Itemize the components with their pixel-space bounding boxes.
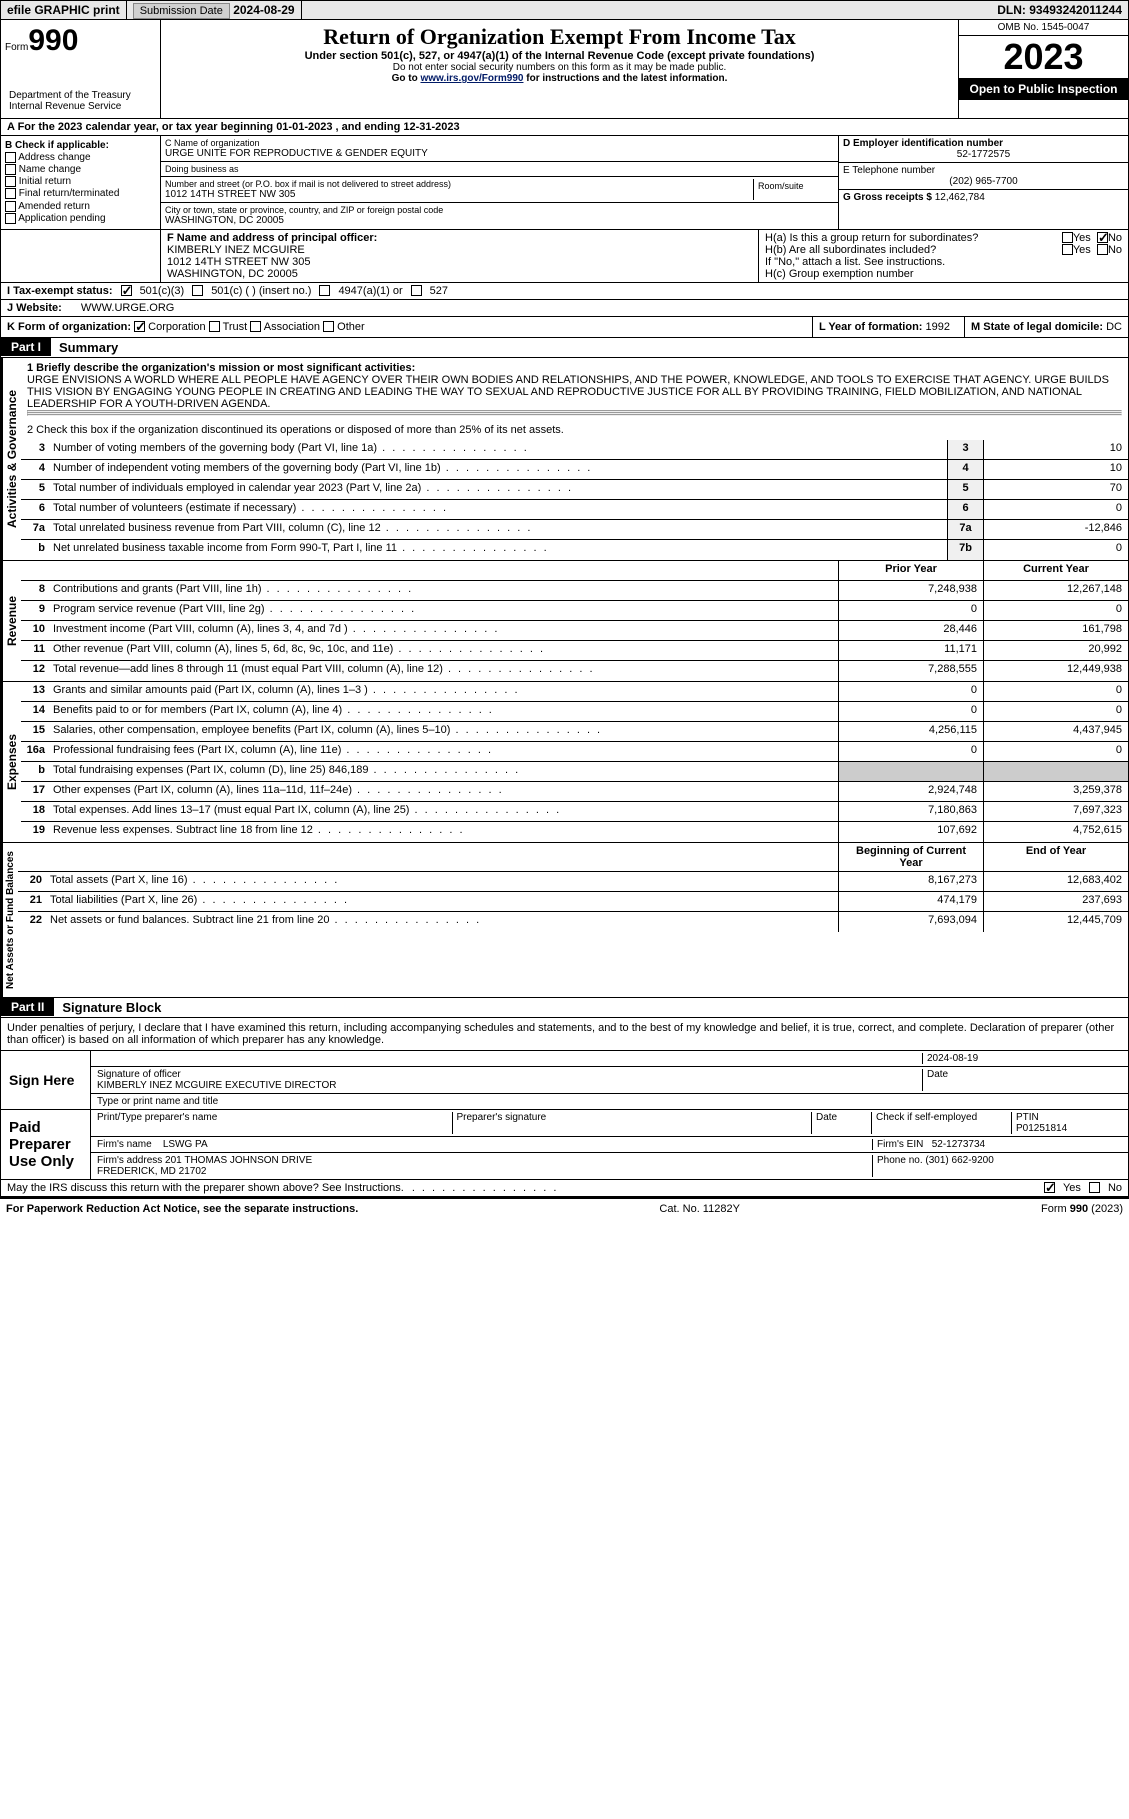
table-row: 18 Total expenses. Add lines 13–17 (must… [21,802,1128,822]
paid-preparer-block: Paid Preparer Use Only Print/Type prepar… [0,1110,1129,1180]
table-row: b Net unrelated business taxable income … [21,540,1128,560]
table-row: 9 Program service revenue (Part VIII, li… [21,601,1128,621]
table-row: 4 Number of independent voting members o… [21,460,1128,480]
form-title: Return of Organization Exempt From Incom… [165,24,954,50]
netassets-block: Net Assets or Fund Balances Beginning of… [0,843,1129,998]
tax-exempt-status: I Tax-exempt status: 501(c)(3) 501(c) ( … [0,283,1129,300]
revenue-block: Revenue Prior Year Current Year 8 Contri… [0,561,1129,682]
table-row: 14 Benefits paid to or for members (Part… [21,702,1128,722]
part1-header: Part I Summary [0,338,1129,358]
title-box: Return of Organization Exempt From Incom… [161,20,958,118]
page-footer: For Paperwork Reduction Act Notice, see … [0,1197,1129,1219]
table-row: 10 Investment income (Part VIII, column … [21,621,1128,641]
k-l-m-row: K Form of organization: Corporation Trus… [0,317,1129,338]
table-row: b Total fundraising expenses (Part IX, c… [21,762,1128,782]
table-row: 6 Total number of volunteers (estimate i… [21,500,1128,520]
table-row: 3 Number of voting members of the govern… [21,440,1128,460]
table-row: 16a Professional fundraising fees (Part … [21,742,1128,762]
table-row: 17 Other expenses (Part IX, column (A), … [21,782,1128,802]
table-row: 7a Total unrelated business revenue from… [21,520,1128,540]
name-address: C Name of organization URGE UNITE FOR RE… [161,136,838,229]
check-if-applicable: B Check if applicable: Address change Na… [1,136,161,229]
table-row: 22 Net assets or fund balances. Subtract… [18,912,1128,932]
submission-date: Submission Date 2024-08-29 [127,1,302,19]
entity-info: B Check if applicable: Address change Na… [0,136,1129,230]
efile-label: efile GRAPHIC print [1,1,127,19]
table-row: 21 Total liabilities (Part X, line 26) 4… [18,892,1128,912]
part2-header: Part II Signature Block [0,998,1129,1018]
ein-phone: D Employer identification number 52-1772… [838,136,1128,229]
table-row: 13 Grants and similar amounts paid (Part… [21,682,1128,702]
table-row: 15 Salaries, other compensation, employe… [21,722,1128,742]
perjury-statement: Under penalties of perjury, I declare th… [0,1018,1129,1051]
form-number-box: Form990 Department of the Treasury Inter… [1,20,161,118]
form-header: Form990 Department of the Treasury Inter… [0,20,1129,119]
section-a: A For the 2023 calendar year, or tax yea… [0,119,1129,136]
website-row: J Website: WWW.URGE.ORG [0,300,1129,317]
governance-block: Activities & Governance 1 Briefly descri… [0,358,1129,561]
table-row: 12 Total revenue—add lines 8 through 11 … [21,661,1128,681]
top-bar: efile GRAPHIC print Submission Date 2024… [0,0,1129,20]
expenses-block: Expenses 13 Grants and similar amounts p… [0,682,1129,843]
dln: DLN: 93493242011244 [991,1,1128,19]
table-row: 11 Other revenue (Part VIII, column (A),… [21,641,1128,661]
sign-here-block: Sign Here 2024-08-19 Signature of office… [0,1051,1129,1110]
table-row: 19 Revenue less expenses. Subtract line … [21,822,1128,842]
table-row: 5 Total number of individuals employed i… [21,480,1128,500]
table-row: 8 Contributions and grants (Part VIII, l… [21,581,1128,601]
discuss-row: May the IRS discuss this return with the… [0,1180,1129,1197]
officer-h-block: F Name and address of principal officer:… [0,230,1129,283]
irs-link[interactable]: www.irs.gov/Form990 [420,73,523,84]
year-box: OMB No. 1545-0047 2023 Open to Public In… [958,20,1128,118]
table-row: 20 Total assets (Part X, line 16) 8,167,… [18,872,1128,892]
